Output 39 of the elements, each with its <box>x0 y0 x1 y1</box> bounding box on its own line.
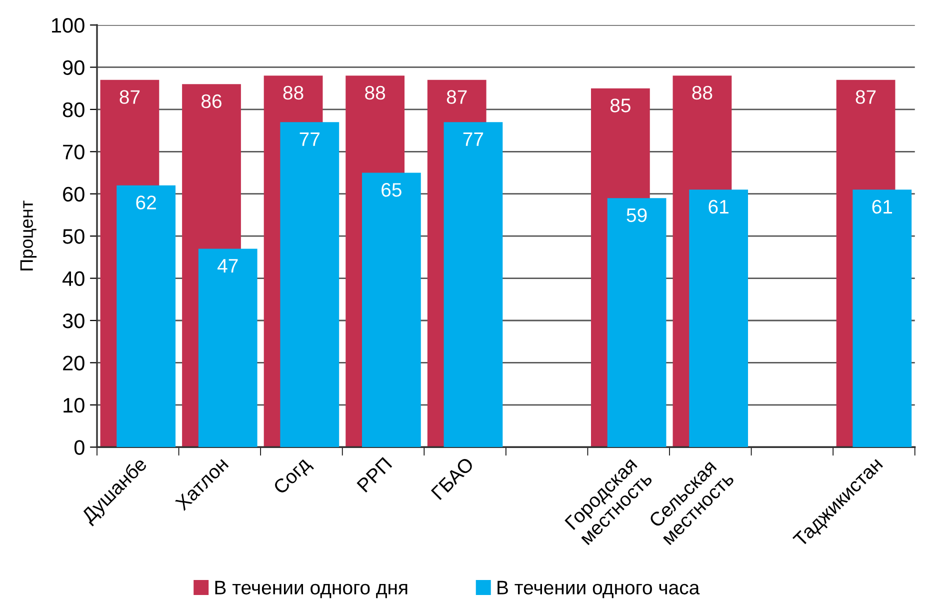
bar <box>198 248 258 448</box>
data-label: 61 <box>708 200 728 214</box>
y-tick-label: 90 <box>63 60 84 75</box>
data-label: 88 <box>692 86 712 100</box>
data-label: 86 <box>202 94 222 108</box>
bar <box>362 172 421 448</box>
bar <box>689 190 748 448</box>
legend-label: В течении одного часа <box>498 580 700 598</box>
bar <box>444 122 503 448</box>
data-label: 87 <box>446 90 467 104</box>
legend-label: В течении одного дня <box>215 580 408 598</box>
y-tick-label: 50 <box>62 229 84 244</box>
data-label: 59 <box>626 208 647 222</box>
data-label: 62 <box>136 196 156 210</box>
data-label: 47 <box>217 259 238 273</box>
y-tick-label: 40 <box>62 271 84 286</box>
data-label: 77 <box>463 132 484 146</box>
data-label: 88 <box>283 86 304 100</box>
y-tick-label: 80 <box>62 102 84 118</box>
y-tick-label: 100 <box>52 18 84 33</box>
y-tick-label: 30 <box>62 313 84 328</box>
y-tick-label: 0 <box>74 440 84 455</box>
y-tick-label: 20 <box>63 356 84 370</box>
bar <box>852 190 912 448</box>
data-label: 88 <box>365 86 386 100</box>
bar <box>116 185 176 448</box>
data-label: 77 <box>300 132 320 146</box>
data-label: 87 <box>120 90 140 104</box>
y-tick-label: 10 <box>64 398 84 413</box>
data-label: 61 <box>872 200 892 214</box>
data-label: 65 <box>382 182 402 197</box>
data-label: 87 <box>856 90 876 104</box>
y-tick-label: 70 <box>63 144 84 160</box>
y-axis-title: Процент <box>20 200 37 270</box>
bar <box>607 198 666 448</box>
bar <box>280 122 340 448</box>
x-tick-label: Согд <box>272 456 314 498</box>
data-label: 85 <box>610 98 630 112</box>
y-tick-label: 60 <box>63 186 84 202</box>
